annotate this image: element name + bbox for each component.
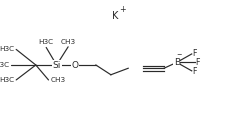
Text: CH3: CH3 (61, 39, 76, 45)
Text: K: K (112, 11, 119, 21)
Text: CH3: CH3 (50, 77, 65, 83)
Text: F: F (192, 49, 197, 58)
Text: +: + (119, 5, 126, 14)
Text: −: − (176, 52, 181, 58)
Text: H3C: H3C (0, 62, 9, 68)
Text: O: O (72, 60, 79, 70)
Text: H3C: H3C (39, 39, 54, 45)
Text: B: B (174, 58, 180, 67)
Text: F: F (192, 67, 197, 76)
Text: Si: Si (52, 60, 61, 70)
Text: H3C: H3C (0, 46, 14, 52)
Text: H3C: H3C (0, 77, 14, 83)
Text: F: F (196, 58, 200, 67)
